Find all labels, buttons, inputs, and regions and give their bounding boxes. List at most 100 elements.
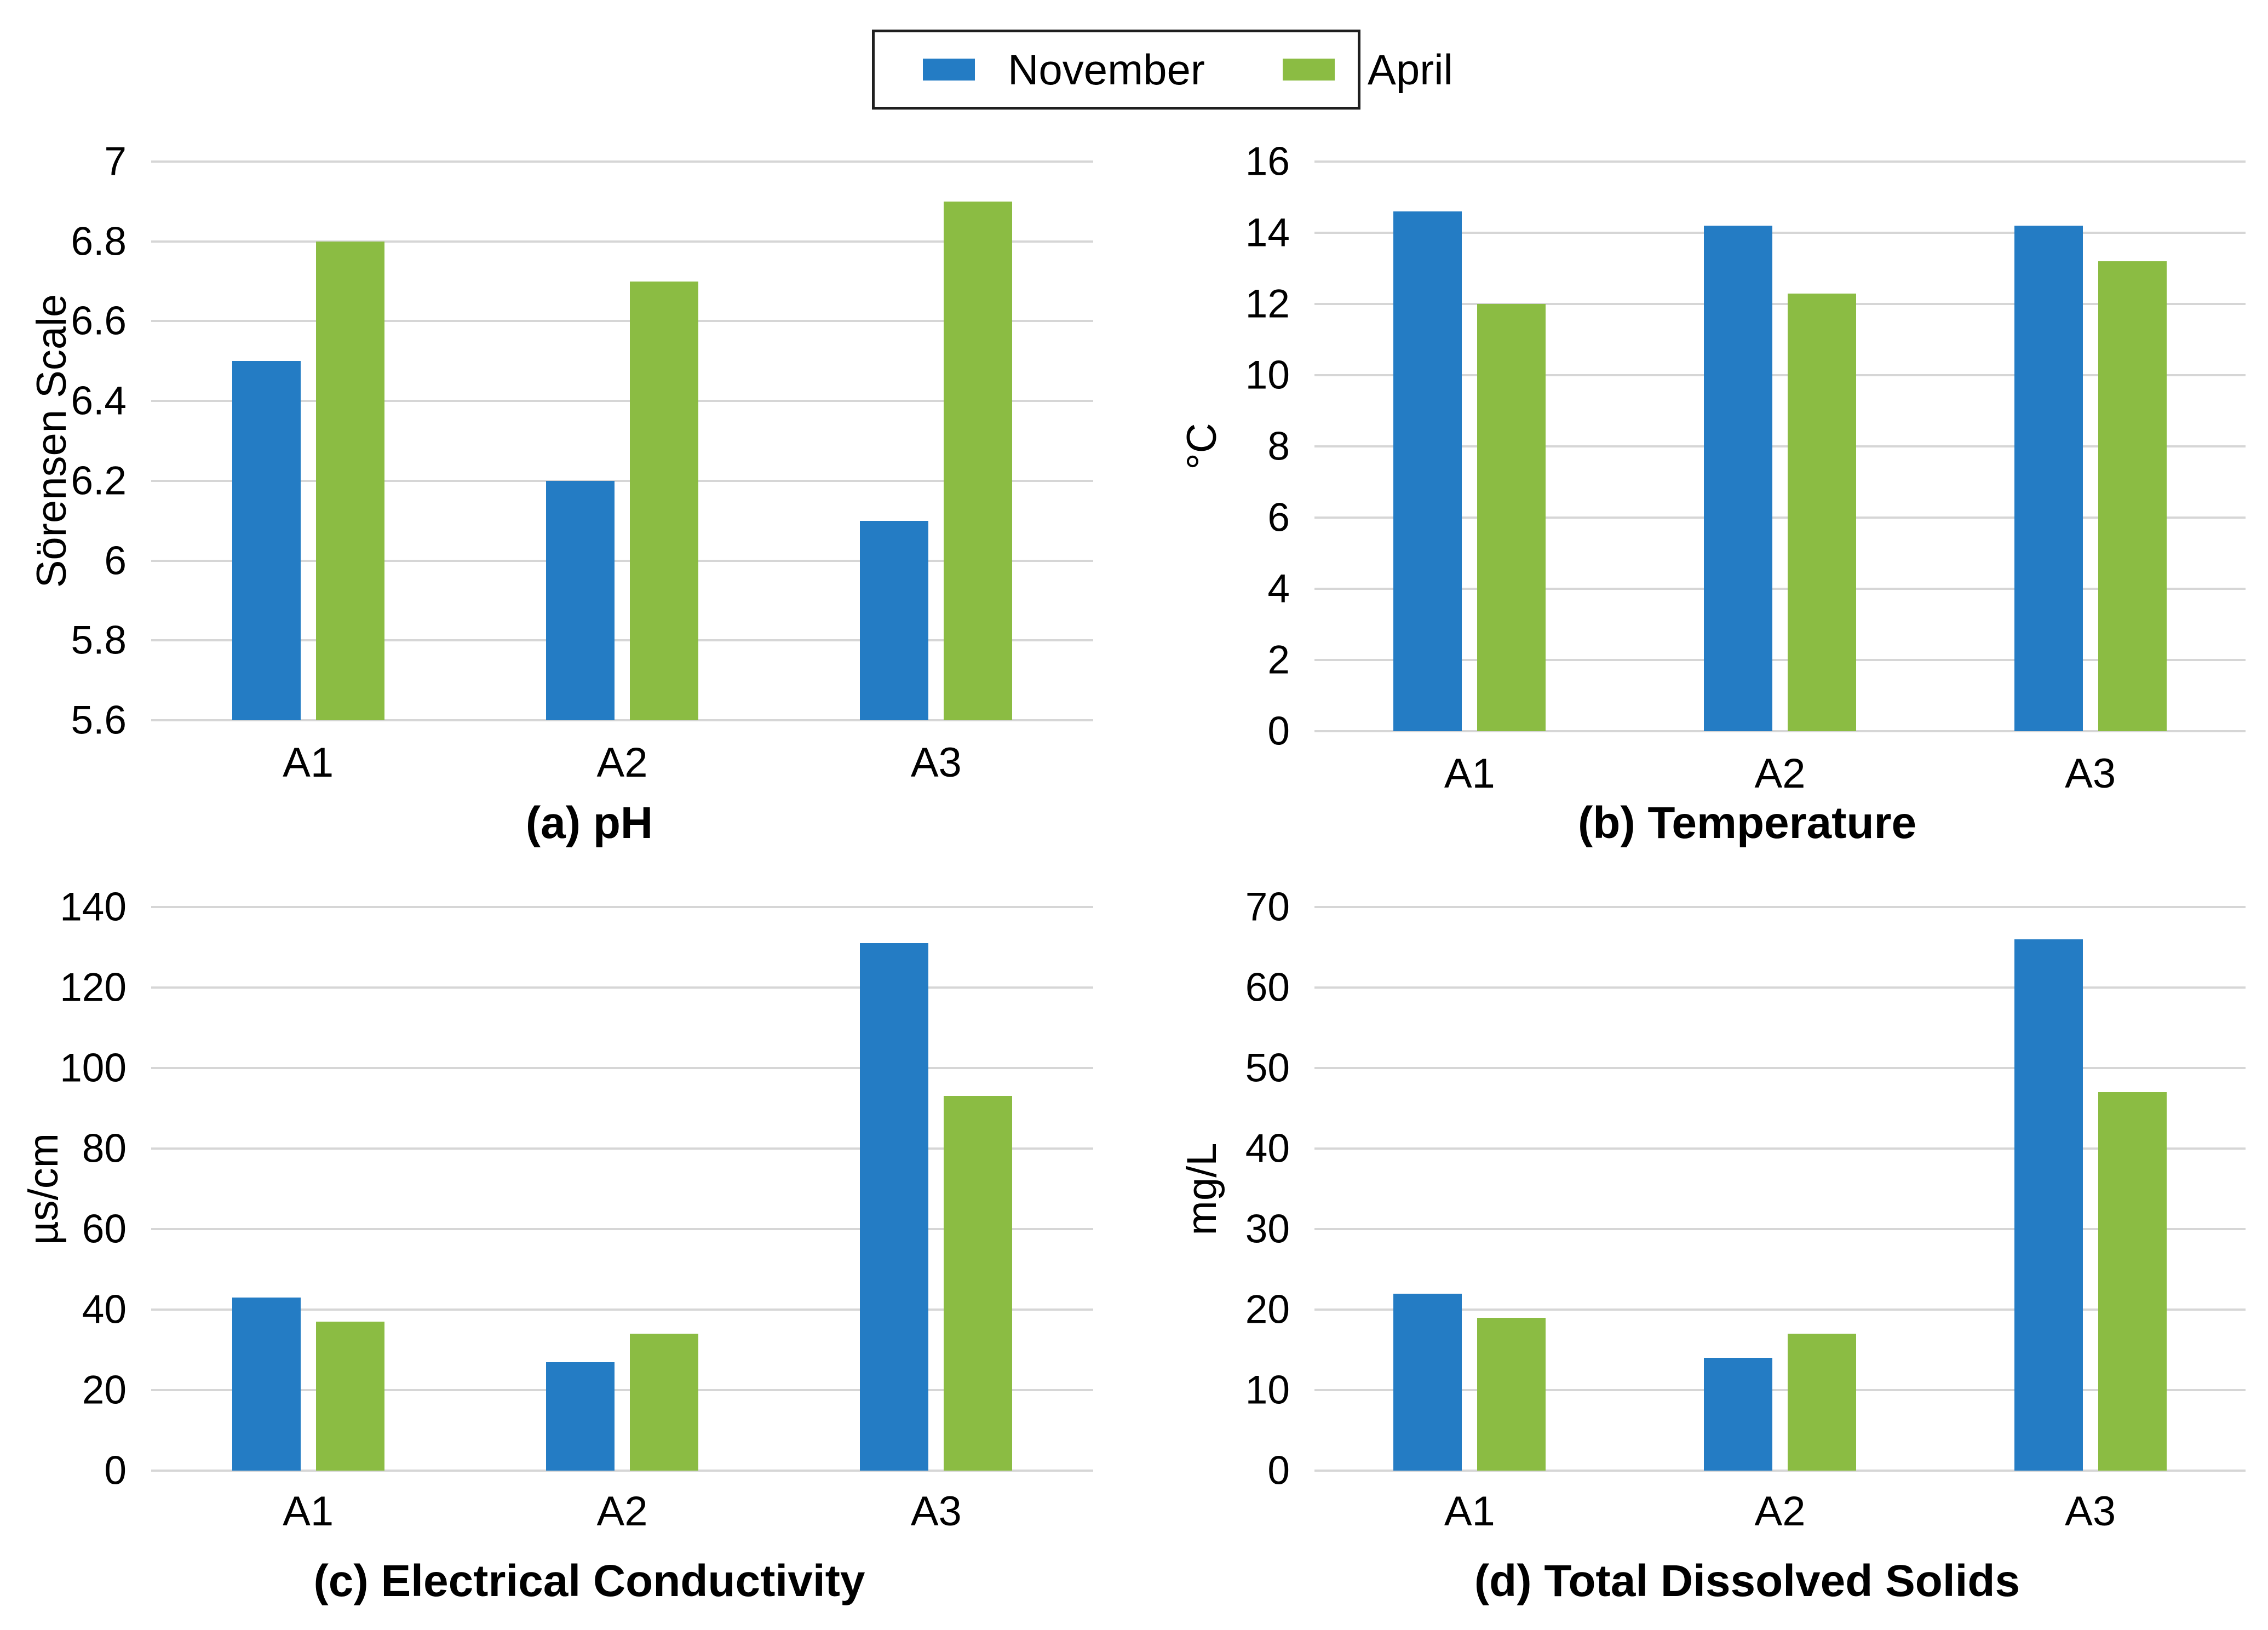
y-tick-label: 12 (1245, 282, 1290, 326)
y-tick-label: 20 (1245, 1287, 1290, 1332)
bar-april-a1 (1477, 1317, 1546, 1471)
bar-november-a3 (860, 520, 929, 720)
legend-item-november: November (923, 48, 1205, 91)
gridline (151, 240, 1093, 243)
bar-november-a3 (860, 943, 929, 1471)
gridline (151, 639, 1093, 642)
gridline (1314, 730, 2246, 732)
bar-november-a2 (1704, 226, 1772, 731)
x-category-label: A3 (910, 1488, 962, 1535)
x-category-label: A1 (283, 739, 334, 786)
y-tick-label: 60 (1245, 965, 1290, 1010)
bar-november-a1 (1393, 1293, 1462, 1471)
bar-april-a2 (630, 1334, 698, 1471)
bar-november-a3 (2014, 226, 2083, 731)
bar-november-a1 (1393, 211, 1462, 731)
bar-november-a2 (1704, 1358, 1772, 1471)
gridline (1314, 588, 2246, 590)
gridline (1314, 1066, 2246, 1069)
gridline (151, 1066, 1093, 1069)
x-category-label: A1 (1444, 750, 1495, 797)
gridline (151, 1147, 1093, 1150)
y-tick-label: 10 (1245, 1368, 1290, 1413)
bar-november-a3 (2014, 939, 2083, 1471)
gridline (151, 1389, 1093, 1391)
y-tick-label: 14 (1245, 210, 1290, 255)
gridline (1314, 445, 2246, 447)
gridline (1314, 303, 2246, 305)
y-tick-label: 2 (1267, 638, 1290, 682)
gridline (151, 559, 1093, 562)
x-category-label: A2 (596, 1488, 648, 1535)
plot-area-d (1314, 906, 2246, 1472)
y-tick-label: 20 (82, 1368, 127, 1413)
legend-label-april: April (1367, 45, 1453, 94)
y-tick-label: 0 (1267, 1448, 1290, 1493)
y-tick-label: 5.8 (71, 618, 127, 663)
legend-label-november: November (1008, 45, 1205, 94)
y-tick-label: 6.6 (71, 299, 127, 343)
x-category-label: A2 (596, 739, 648, 786)
y-tick-label: 0 (104, 1448, 127, 1493)
y-tick-label: 6.4 (71, 378, 127, 423)
bar-april-a1 (315, 241, 384, 720)
gridline (1314, 374, 2246, 376)
y-tick-label: 6.2 (71, 458, 127, 503)
x-category-label: A2 (1754, 1488, 1806, 1535)
bar-april-a2 (1788, 293, 1856, 731)
y-tick-label: 100 (60, 1046, 127, 1091)
y-tick-label: 5.6 (71, 698, 127, 743)
x-category-label: A3 (2065, 750, 2116, 797)
y-tick-label: 80 (82, 1126, 127, 1171)
y-tick-label: 6.8 (71, 219, 127, 264)
gridline (151, 320, 1093, 323)
y-tick-label: 6 (1267, 495, 1290, 540)
y-tick-label: 50 (1245, 1046, 1290, 1091)
legend-item-april: April (1282, 45, 1453, 94)
gridline (151, 400, 1093, 403)
plot-area-b (1314, 160, 2246, 732)
gridline (151, 1227, 1093, 1230)
y-tick-label: 140 (60, 885, 127, 929)
gridline (1314, 1308, 2246, 1311)
y-tick-label: 40 (1245, 1126, 1290, 1171)
x-category-label: A3 (2065, 1488, 2116, 1535)
x-category-label: A3 (910, 739, 962, 786)
gridline (1314, 160, 2246, 163)
chart-title-a: (a) pH (525, 798, 653, 848)
plot-area-c (151, 906, 1093, 1472)
gridline (1314, 1227, 2246, 1230)
chart-title-b: (b) Temperature (1577, 798, 1917, 848)
chart-title-c: (c) Electrical Conductivity (313, 1556, 865, 1606)
y-tick-label: 120 (60, 965, 127, 1010)
y-tick-label: 8 (1267, 424, 1290, 469)
chart-title-d: (d) Total Dissolved Solids (1474, 1556, 2020, 1606)
gridline (151, 719, 1093, 721)
gridline (1314, 1389, 2246, 1391)
plot-area-a (151, 160, 1093, 721)
april-swatch-icon (1282, 59, 1335, 81)
y-tick-label: 6 (104, 538, 127, 583)
bar-november-a1 (232, 1297, 301, 1471)
y-tick-label: 70 (1245, 885, 1290, 929)
gridline (1314, 1147, 2246, 1150)
y-tick-label: 60 (82, 1207, 127, 1252)
gridline (151, 479, 1093, 482)
gridline (1314, 986, 2246, 989)
gridline (151, 160, 1093, 163)
bar-november-a1 (232, 361, 301, 720)
y-tick-label: 40 (82, 1287, 127, 1332)
gridline (1314, 516, 2246, 519)
bar-november-a2 (546, 480, 615, 720)
y-tick-label: 30 (1245, 1207, 1290, 1252)
gridline (151, 986, 1093, 989)
x-category-label: A1 (1444, 1488, 1495, 1535)
bar-november-a2 (546, 1362, 615, 1471)
bar-april-a3 (2098, 1092, 2167, 1471)
y-tick-label: 16 (1245, 139, 1290, 184)
bar-april-a1 (315, 1322, 384, 1471)
y-tick-label: 10 (1245, 353, 1290, 398)
bar-april-a3 (2098, 261, 2167, 731)
bar-april-a1 (1477, 304, 1546, 731)
